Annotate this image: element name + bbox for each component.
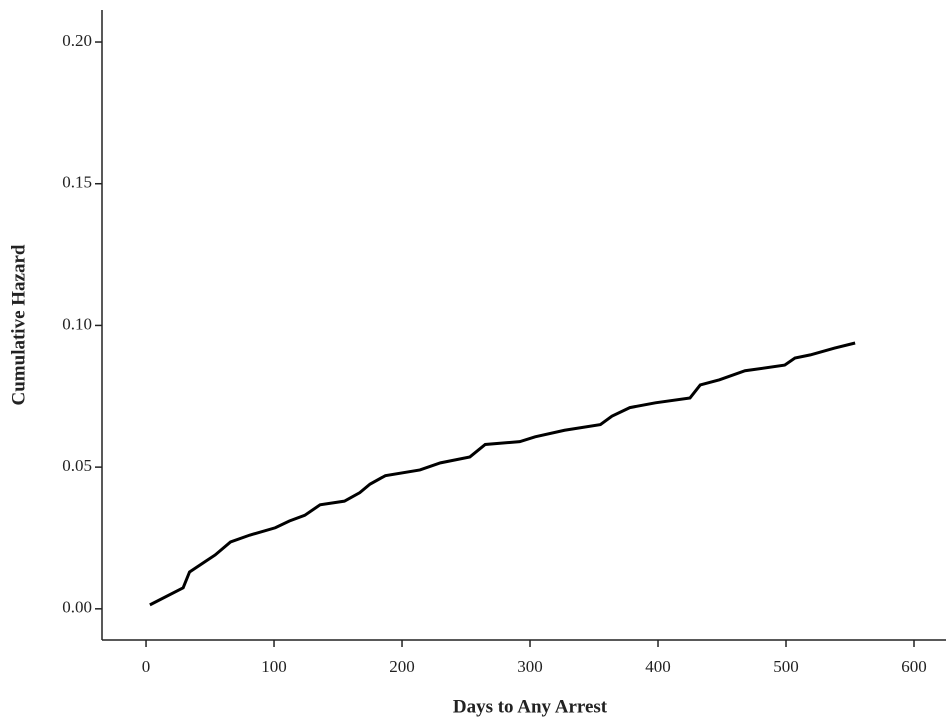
x-tick-label: 0 bbox=[142, 657, 151, 676]
x-tick-label: 600 bbox=[901, 657, 927, 676]
y-tick-label: 0.20 bbox=[62, 31, 92, 50]
x-tick-label: 500 bbox=[773, 657, 799, 676]
x-axis-title: Days to Any Arrest bbox=[453, 696, 608, 717]
y-tick-label: 0.15 bbox=[62, 173, 92, 192]
x-tick-label: 400 bbox=[645, 657, 671, 676]
x-tick-label: 300 bbox=[517, 657, 543, 676]
x-tick-label: 200 bbox=[389, 657, 415, 676]
y-tick-label: 0.10 bbox=[62, 314, 92, 333]
x-tick-label: 100 bbox=[261, 657, 287, 676]
y-tick-label: 0.00 bbox=[62, 598, 92, 617]
y-tick-label: 0.05 bbox=[62, 456, 92, 475]
y-axis-title: Cumulative Hazard bbox=[8, 244, 29, 405]
line-series bbox=[149, 341, 856, 607]
